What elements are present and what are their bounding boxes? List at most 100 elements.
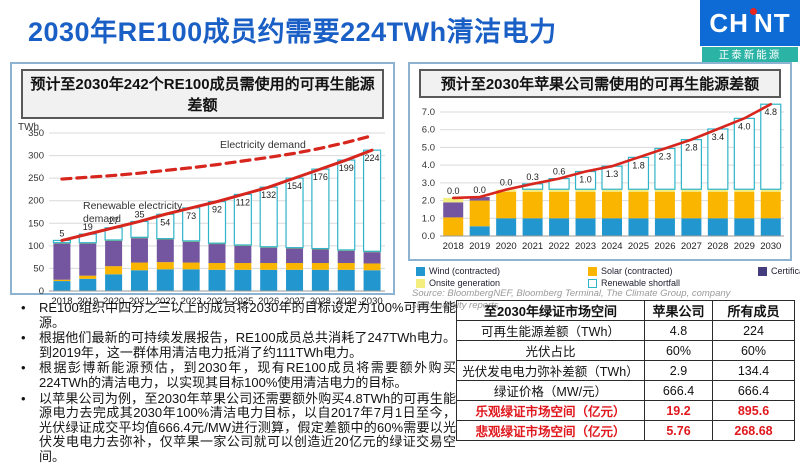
bar-segment bbox=[496, 191, 517, 219]
bar-segment bbox=[522, 189, 543, 192]
chint-logo: CH NT bbox=[700, 0, 800, 46]
bar-segment bbox=[654, 189, 675, 192]
y-tick-label: 7.0 bbox=[422, 107, 435, 118]
shortfall-label: 4.8 bbox=[765, 107, 778, 117]
y-tick-label: 50 bbox=[33, 263, 44, 274]
shortfall-label: 0.0 bbox=[500, 178, 513, 188]
bar-segment bbox=[443, 197, 464, 203]
shortfall-label: 176 bbox=[313, 172, 328, 182]
shortfall-label: 199 bbox=[339, 163, 354, 173]
shortfall-label: 3.4 bbox=[712, 132, 725, 142]
bar-segment bbox=[760, 189, 781, 192]
shortfall-label: 19 bbox=[83, 222, 93, 232]
demand-line bbox=[60, 134, 374, 181]
bar-segment bbox=[234, 269, 252, 291]
x-tick-label: 2020 bbox=[496, 241, 517, 252]
shortfall-label: 112 bbox=[236, 197, 250, 207]
shortfall-label: 1.0 bbox=[579, 175, 592, 185]
logo-text-left: CH bbox=[709, 7, 749, 38]
bar-segment bbox=[79, 243, 97, 276]
re100-chart-panel: 预计至2030年242个RE100成员需使用的可再生能源差额 0 50 100 150… bbox=[10, 62, 395, 307]
shortfall-label: 92 bbox=[212, 205, 222, 215]
bar-segment bbox=[363, 252, 381, 264]
bar-segment bbox=[337, 263, 355, 270]
bar-segment bbox=[156, 269, 174, 291]
bar-segment bbox=[208, 269, 226, 291]
bar-segment bbox=[602, 218, 622, 236]
table-cell-value: 666.4 bbox=[644, 380, 713, 401]
apple-chart: 0.0 1.0 2.0 3.0 4.0 5.0 6.0 7.0 0.0 2018 0.0 2019 0.… bbox=[411, 100, 790, 264]
legend-item: Wind (contracted) bbox=[416, 266, 588, 276]
re100-chart: 0 50 100 150 200 250 300 350 TWh 5 2018 19 2019 27 202… bbox=[13, 121, 393, 323]
y-tick-label: 200 bbox=[28, 196, 44, 207]
bar-segment bbox=[234, 263, 252, 270]
chart-annotation: demand bbox=[83, 213, 121, 225]
shortfall-label: 0.0 bbox=[473, 185, 486, 195]
table-row: 可再生能源差额（TWh） 4.8 224 bbox=[456, 320, 795, 341]
bar-segment bbox=[522, 191, 543, 219]
table-cell-value: 224 bbox=[712, 320, 795, 341]
re100-chart-title: 预计至2030年242个RE100成员需使用的可再生能源差额 bbox=[21, 69, 384, 119]
bar-segment bbox=[130, 238, 148, 263]
legend-item: Renewable shortfall bbox=[588, 278, 758, 288]
table-row-label: 绿证价格（MW/元） bbox=[456, 380, 645, 401]
bar-segment bbox=[260, 269, 278, 291]
shortfall-label: 27 bbox=[109, 216, 119, 226]
bar-segment bbox=[496, 218, 517, 236]
legend-item: Solar (contracted) bbox=[588, 266, 758, 276]
shortfall-label: 0.3 bbox=[526, 172, 539, 182]
bar-segment bbox=[363, 263, 381, 271]
shortfall-label: 35 bbox=[134, 209, 144, 219]
x-tick-label: 2021 bbox=[522, 241, 543, 252]
x-tick-label: 2025 bbox=[628, 241, 649, 252]
table-row: 绿证价格（MW/元） 666.4 666.4 bbox=[456, 380, 795, 401]
bar-segment bbox=[156, 239, 174, 263]
bar-segment bbox=[602, 191, 622, 219]
bar-segment bbox=[469, 226, 490, 236]
logo-text-right: NT bbox=[753, 7, 791, 38]
bar-segment bbox=[628, 191, 649, 219]
shortfall-box bbox=[337, 159, 356, 251]
table-cell-value: 666.4 bbox=[712, 380, 795, 401]
demand-line bbox=[60, 148, 374, 242]
shortfall-label: 132 bbox=[261, 190, 276, 200]
shortfall-label: 73 bbox=[186, 211, 196, 221]
shortfall-label: 0.6 bbox=[553, 167, 566, 177]
bar-segment bbox=[182, 269, 200, 291]
x-tick-label: 2029 bbox=[734, 241, 755, 252]
y-tick-label: 6.0 bbox=[422, 125, 435, 136]
bar-segment bbox=[286, 269, 304, 291]
legend-label: Solar (contracted) bbox=[601, 266, 673, 276]
legend-label: Wind (contracted) bbox=[429, 266, 501, 276]
table-row: 悲观绿证市场空间（亿元） 5.76 268.68 bbox=[456, 420, 795, 441]
bar-segment bbox=[549, 191, 570, 219]
bar-segment bbox=[363, 270, 381, 291]
y-tick-label: 0 bbox=[39, 286, 44, 297]
bar-segment bbox=[53, 279, 71, 282]
shortfall-label: 2.3 bbox=[659, 151, 672, 161]
bar-segment bbox=[602, 189, 622, 192]
bar-segment bbox=[337, 269, 355, 291]
x-tick-label: 2027 bbox=[681, 241, 702, 252]
table-cell-value: 895.6 bbox=[712, 400, 795, 421]
bar-segment bbox=[734, 218, 755, 236]
y-axis-unit: TWh bbox=[18, 122, 39, 133]
bar-segment bbox=[53, 243, 71, 280]
bullet-item: 根据彭博新能源预估，到2030年，现有RE100成员将需要额外购买224TWh的… bbox=[12, 361, 456, 390]
table-row-label: 悲观绿证市场空间（亿元） bbox=[456, 420, 645, 441]
bar-segment bbox=[734, 189, 755, 192]
x-tick-label: 2019 bbox=[469, 241, 490, 252]
table-row-label: 可再生能源差额（TWh） bbox=[456, 320, 645, 341]
y-tick-label: 5.0 bbox=[422, 142, 435, 153]
legend-swatch-icon bbox=[416, 278, 425, 288]
table-col-all: 所有成员 bbox=[712, 300, 795, 321]
bar-segment bbox=[549, 189, 570, 192]
table-cell-value: 19.2 bbox=[644, 400, 713, 421]
table-cell-value: 268.68 bbox=[712, 420, 795, 441]
y-tick-label: 4.0 bbox=[422, 160, 435, 171]
legend-swatch-icon bbox=[588, 278, 597, 288]
y-tick-label: 1.0 bbox=[422, 213, 435, 224]
table-row-label: 光伏占比 bbox=[456, 340, 645, 361]
bar-segment bbox=[760, 218, 781, 236]
bar-segment bbox=[681, 218, 702, 236]
